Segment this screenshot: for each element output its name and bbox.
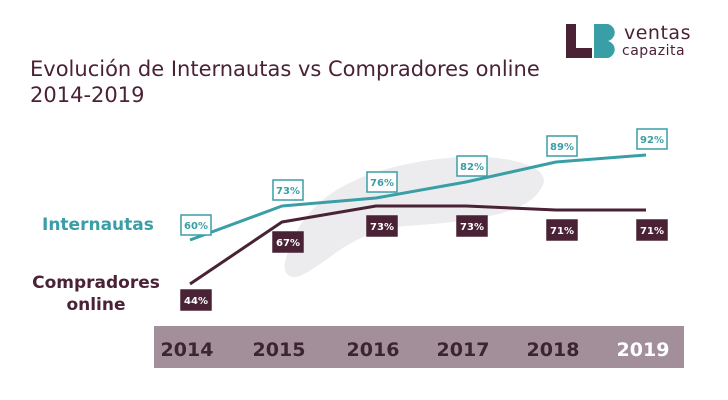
data-label-box [366, 171, 398, 193]
logo-mark-icon [566, 24, 615, 58]
x-tick-label-2017: 2017 [437, 339, 490, 361]
data-label-box [272, 179, 304, 201]
data-label-compradores-2015: 67% [272, 231, 304, 253]
data-label-internautas-2016: 76% [366, 171, 398, 193]
data-label-text: 73% [460, 222, 484, 233]
data-label-box [456, 155, 488, 177]
brand-logo: ventas capazita [564, 22, 714, 62]
data-label-box [546, 219, 578, 241]
data-label-text: 76% [370, 178, 394, 189]
logo-text-capazita: capazita [622, 43, 686, 59]
data-label-box [272, 231, 304, 253]
data-label-text: 44% [184, 296, 208, 307]
data-label-compradores-2016: 73% [366, 215, 398, 237]
data-label-text: 82% [460, 162, 484, 173]
data-label-internautas-2014: 60% [180, 214, 212, 236]
data-label-compradores-2017: 73% [456, 215, 488, 237]
x-tick-label-2015: 2015 [253, 339, 306, 361]
data-label-internautas-2017: 82% [456, 155, 488, 177]
x-tick-label-2018: 2018 [527, 339, 580, 361]
data-label-text: 67% [276, 238, 300, 249]
logo-text-ventas: ventas [624, 22, 691, 44]
data-label-box [180, 289, 212, 311]
background-arrow-shape [284, 156, 544, 278]
series-label-internautas: Internautas [42, 215, 154, 235]
chart-title: Evolución de Internautas vs Compradores … [30, 57, 540, 107]
data-label-box [456, 215, 488, 237]
x-tick-label-2019: 2019 [617, 339, 670, 361]
data-label-text: 71% [550, 226, 574, 237]
x-tick-label-2016: 2016 [347, 339, 400, 361]
data-label-internautas-2019: 92% [636, 128, 668, 150]
data-label-box [366, 215, 398, 237]
data-label-box [636, 219, 668, 241]
series-line-compradores [189, 204, 646, 286]
data-label-compradores-2019: 71% [636, 219, 668, 241]
series-line-internautas [189, 153, 647, 242]
data-label-text: 60% [184, 221, 208, 232]
data-label-box [636, 128, 668, 150]
data-label-box [546, 135, 578, 157]
data-label-text: 92% [640, 135, 664, 146]
x-tick-label-2014: 2014 [161, 339, 214, 361]
x-axis-bar [154, 326, 684, 368]
data-label-compradores-2014: 44% [180, 289, 212, 311]
data-label-compradores-2018: 71% [546, 219, 578, 241]
data-label-text: 73% [276, 186, 300, 197]
data-label-text: 73% [370, 222, 394, 233]
data-label-text: 71% [640, 226, 664, 237]
data-label-text: 89% [550, 142, 574, 153]
series-label-compradores: Compradores online [32, 273, 160, 315]
data-label-internautas-2015: 73% [272, 179, 304, 201]
data-label-box [180, 214, 212, 236]
data-label-internautas-2018: 89% [546, 135, 578, 157]
